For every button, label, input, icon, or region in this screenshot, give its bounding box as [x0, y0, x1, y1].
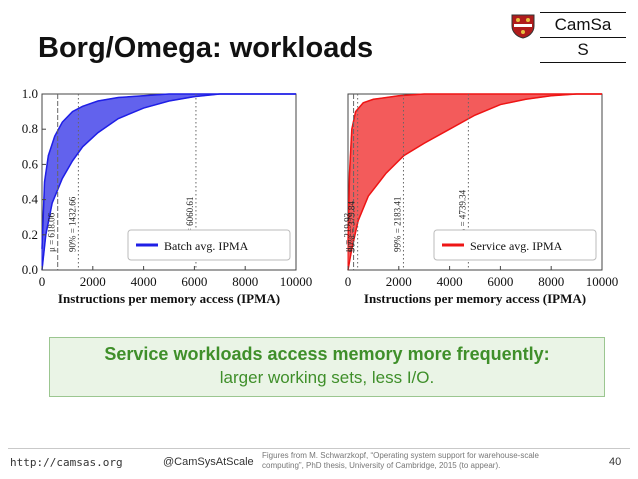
y-tick-label: 0.6 — [22, 156, 39, 171]
key-finding-callout: Service workloads access memory more fre… — [49, 337, 605, 397]
x-tick-label: 0 — [345, 274, 352, 289]
batch-ipma-cdf-chart: μ = 618.06 90% = 1432.66 99% = 6060.61 0 200… — [22, 86, 313, 306]
footer-credit: Figures from M. Schwarzkopf, “Operating … — [262, 451, 539, 470]
x-tick-label: 4000 — [437, 274, 463, 289]
y-tick-label: 0.2 — [22, 227, 38, 242]
percentile-marker-label: 99% = 2183.41 — [392, 197, 402, 252]
x-tick-label: 2000 — [80, 274, 106, 289]
percentile-marker-label: 90% = 1432.66 — [67, 196, 77, 252]
legend-label: Service avg. IPMA — [470, 239, 563, 253]
page-number: 40 — [609, 456, 622, 468]
percentile-marker-label: 99.9% = 4739.34 — [457, 189, 467, 252]
y-tick-label: 1.0 — [22, 86, 38, 101]
y-tick-label: 0.8 — [22, 121, 38, 136]
y-tick-label: 0.4 — [22, 192, 39, 207]
x-tick-label: 10000 — [586, 274, 619, 289]
y-tick-label: 0.0 — [22, 262, 38, 277]
callout-detail: larger working sets, less I/O. — [219, 368, 435, 387]
x-tick-label: 4000 — [131, 274, 157, 289]
legend-label: Batch avg. IPMA — [164, 239, 249, 253]
x-tick-label: 6000 — [181, 274, 207, 289]
footer-twitter-handle[interactable]: @CamSysAtScale — [163, 456, 254, 468]
percentile-marker-label: 90% = 379.84 — [347, 201, 357, 252]
legend-box — [433, 229, 597, 261]
series-upper-line — [347, 93, 602, 244]
camsas-logo: CamSa S — [510, 8, 628, 66]
camsas-logo-text: CamSa S — [540, 10, 626, 65]
x-axis-label: Instructions per memory access (IPMA) — [364, 291, 586, 306]
series-lower-line — [347, 93, 602, 271]
x-tick-label: 6000 — [487, 274, 513, 289]
x-tick-label: 0 — [39, 274, 46, 289]
x-tick-label: 2000 — [386, 274, 412, 289]
footer-divider — [8, 448, 630, 449]
series-upper-line — [41, 93, 296, 249]
percentile-marker-label: μ = 219.93 — [343, 212, 353, 252]
x-tick-label: 8000 — [538, 274, 564, 289]
percentile-marker-label: 99% = 6060.61 — [185, 197, 195, 252]
logo-text-top: CamSa — [554, 15, 612, 34]
legend-box — [127, 229, 291, 261]
logo-text-bottom: S — [577, 40, 589, 59]
slide-title: Borg/Omega: workloads — [38, 32, 374, 64]
cambridge-crest-icon — [511, 14, 535, 39]
x-tick-label: 10000 — [280, 274, 313, 289]
callout-headline: Service workloads access memory more fre… — [104, 344, 550, 364]
footer-url[interactable]: http://camsas.org — [10, 456, 123, 469]
x-tick-label: 8000 — [232, 274, 258, 289]
x-axis-label: Instructions per memory access (IPMA) — [58, 291, 280, 306]
percentile-marker-label: μ = 618.06 — [47, 212, 57, 252]
series-lower-line — [41, 93, 296, 271]
